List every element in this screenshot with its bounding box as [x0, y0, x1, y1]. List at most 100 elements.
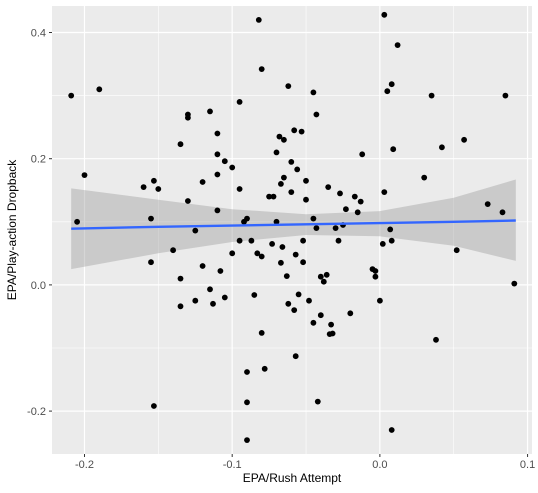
data-point: [278, 181, 284, 187]
data-point: [511, 280, 518, 287]
data-point: [294, 166, 301, 173]
data-point: [394, 42, 401, 48]
data-point: [306, 297, 312, 304]
data-point: [148, 215, 154, 222]
data-point: [329, 330, 336, 337]
data-point: [313, 111, 320, 118]
data-point: [185, 114, 191, 121]
data-point: [273, 218, 280, 225]
data-point: [292, 251, 299, 258]
data-point: [295, 291, 302, 298]
data-point: [96, 86, 103, 93]
data-point: [303, 177, 309, 184]
data-point: [217, 268, 224, 274]
data-point: [320, 278, 327, 285]
data-point: [229, 164, 236, 171]
data-point: [428, 92, 435, 99]
data-point: [214, 151, 221, 158]
data-point: [273, 149, 280, 156]
data-point: [266, 193, 272, 200]
data-point: [244, 369, 250, 375]
data-point: [236, 99, 243, 105]
data-point: [461, 136, 467, 143]
data-point: [377, 297, 383, 304]
data-point: [310, 89, 317, 96]
data-point: [310, 215, 317, 222]
data-point: [388, 81, 395, 88]
data-point: [347, 310, 354, 317]
y-tick-label: 0.4: [31, 28, 46, 40]
data-point: [303, 196, 309, 203]
data-point: [177, 141, 184, 148]
data-point: [254, 250, 261, 257]
data-point: [244, 215, 250, 222]
data-point: [279, 244, 286, 250]
grid-major: [52, 6, 532, 454]
data-point: [381, 189, 388, 196]
data-point: [387, 226, 394, 233]
data-point: [185, 198, 191, 204]
x-tick-label: 0.1: [520, 459, 535, 471]
data-point: [229, 250, 236, 257]
data-point: [248, 237, 255, 244]
x-axis: -0.2 -0.1 0.0 0.1: [75, 454, 535, 471]
data-point: [214, 207, 221, 214]
y-axis-title: EPA/Play-action Dropback: [5, 159, 19, 301]
data-point: [285, 300, 292, 307]
data-point: [343, 206, 349, 213]
data-point: [337, 190, 343, 197]
y-axis: -0.2 0.0 0.2 0.4: [27, 28, 52, 418]
data-point: [199, 263, 206, 269]
trend-line: [71, 219, 516, 230]
data-point: [313, 225, 320, 232]
data-point: [192, 297, 199, 304]
regression-line: [71, 219, 516, 230]
data-point: [439, 144, 445, 151]
data-point: [199, 179, 206, 185]
data-point: [207, 108, 213, 115]
data-point: [214, 171, 221, 178]
data-point: [281, 136, 287, 143]
x-tick-label: -0.1: [223, 459, 242, 471]
y-tick-label: 0.0: [31, 280, 46, 292]
data-point: [292, 353, 299, 360]
data-point: [258, 66, 265, 72]
data-point: [314, 398, 321, 405]
data-point: [285, 83, 292, 89]
data-point: [335, 237, 342, 244]
data-point: [261, 365, 268, 372]
data-point: [421, 174, 428, 181]
data-point: [192, 227, 199, 234]
data-point: [281, 174, 287, 181]
data-point: [357, 198, 364, 205]
data-point: [140, 184, 147, 191]
data-point: [236, 186, 243, 192]
data-point: [210, 300, 216, 307]
data-point: [270, 193, 277, 200]
data-point: [499, 209, 506, 216]
data-point: [177, 275, 184, 282]
x-tick-label: -0.2: [75, 459, 94, 471]
data-point: [207, 286, 213, 293]
data-point: [155, 186, 162, 192]
data-point: [255, 17, 262, 23]
data-point: [323, 271, 330, 278]
data-point: [177, 303, 184, 310]
data-point: [351, 193, 358, 200]
data-point: [170, 247, 177, 254]
data-points: [68, 11, 518, 443]
data-point: [317, 312, 324, 319]
data-point: [317, 273, 324, 280]
y-tick-label: 0.2: [31, 154, 46, 166]
data-point: [236, 237, 243, 244]
data-point: [379, 241, 386, 247]
data-point: [359, 151, 366, 158]
data-point: [502, 92, 509, 99]
data-point: [325, 184, 332, 191]
data-point: [288, 159, 295, 165]
data-point: [221, 294, 228, 301]
data-point: [148, 259, 154, 266]
data-point: [433, 336, 439, 343]
plot-panel: [52, 6, 532, 454]
